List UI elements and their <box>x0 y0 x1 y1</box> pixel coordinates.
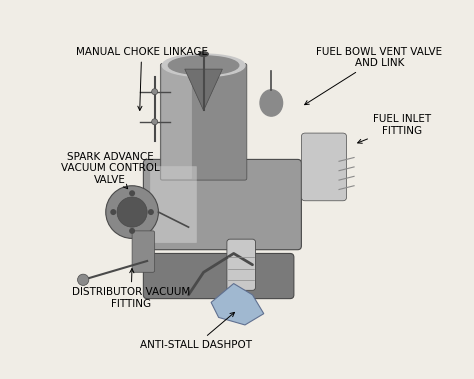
FancyBboxPatch shape <box>143 254 294 299</box>
Text: FUEL INLET
FITTING: FUEL INLET FITTING <box>358 114 431 143</box>
Circle shape <box>129 190 135 196</box>
FancyBboxPatch shape <box>132 231 155 272</box>
Text: DISTRIBUTOR VACUUM
FITTING: DISTRIBUTOR VACUUM FITTING <box>72 269 190 309</box>
Text: MANUAL CHOKE LINKAGE: MANUAL CHOKE LINKAGE <box>76 47 208 110</box>
Circle shape <box>78 274 89 285</box>
Text: FUEL BOWL VENT VALVE
AND LINK: FUEL BOWL VENT VALVE AND LINK <box>305 47 443 105</box>
FancyBboxPatch shape <box>143 160 301 250</box>
Ellipse shape <box>199 52 208 56</box>
Circle shape <box>110 209 116 215</box>
Ellipse shape <box>162 54 245 77</box>
FancyBboxPatch shape <box>227 239 255 290</box>
FancyBboxPatch shape <box>160 63 247 180</box>
Polygon shape <box>185 69 222 111</box>
Polygon shape <box>211 283 264 325</box>
Text: ANTI-STALL DASHPOT: ANTI-STALL DASHPOT <box>140 312 252 350</box>
FancyBboxPatch shape <box>150 166 197 243</box>
Ellipse shape <box>260 90 283 116</box>
Circle shape <box>129 228 135 234</box>
Ellipse shape <box>168 56 239 75</box>
Circle shape <box>152 119 158 125</box>
Circle shape <box>117 197 147 227</box>
Text: SPARK ADVANCE
VACUUM CONTROL
VALVE: SPARK ADVANCE VACUUM CONTROL VALVE <box>61 152 159 189</box>
Circle shape <box>152 89 158 95</box>
FancyBboxPatch shape <box>162 64 192 179</box>
Circle shape <box>148 209 154 215</box>
Circle shape <box>106 186 158 238</box>
FancyBboxPatch shape <box>301 133 346 201</box>
